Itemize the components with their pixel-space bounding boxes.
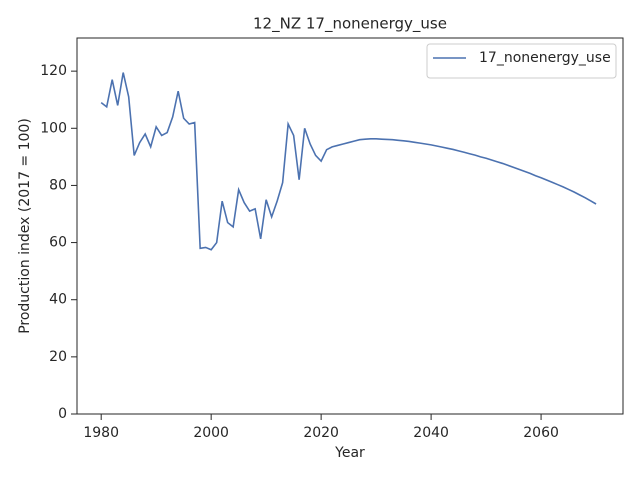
x-tick-label: 1980 bbox=[83, 425, 119, 441]
x-tick-label: 2040 bbox=[413, 425, 449, 441]
line bbox=[100, 72, 597, 251]
y-tick-label: 100 bbox=[40, 120, 67, 136]
y-tick-label: 120 bbox=[40, 63, 67, 79]
y-tick-label: 40 bbox=[49, 292, 67, 308]
legend-box bbox=[426, 43, 617, 79]
x-axis-label: Year bbox=[334, 445, 365, 461]
y-axis-label: Production index (2017 = 100) bbox=[17, 118, 33, 334]
plot-frame bbox=[76, 37, 624, 415]
chart-title: 12_NZ 17_nonenergy_use bbox=[253, 15, 447, 34]
y-tick-label: 80 bbox=[49, 177, 67, 193]
legend-label: 17_nonenergy_use bbox=[479, 50, 611, 66]
y-tick-label: 20 bbox=[49, 349, 67, 365]
x-tick-label: 2060 bbox=[523, 425, 559, 441]
y-tick-label: 0 bbox=[58, 406, 67, 422]
x-tick-label: 2020 bbox=[303, 425, 339, 441]
y-tick-label: 60 bbox=[49, 235, 67, 251]
x-tick-label: 2000 bbox=[193, 425, 229, 441]
